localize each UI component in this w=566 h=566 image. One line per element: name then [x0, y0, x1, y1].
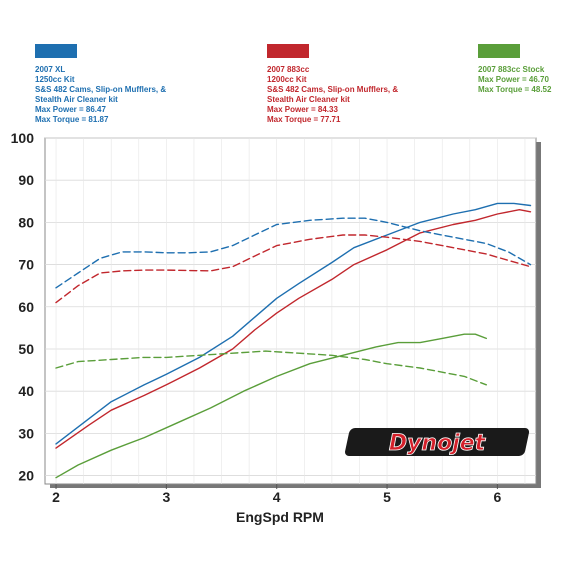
legend-text-blue: 2007 XL 1250cc Kit S&S 482 Cams, Slip-on… — [35, 65, 166, 125]
series-line-2 — [55, 217, 532, 289]
y-tick-label: 40 — [18, 383, 34, 399]
grid — [45, 137, 536, 484]
series-line-4 — [55, 333, 487, 479]
legend-swatch-red — [267, 44, 309, 58]
x-tick-label: 6 — [493, 489, 501, 505]
legend-line: Max Torque = 81.87 — [35, 115, 109, 124]
legend-entry-green: 2007 883cc Stock Max Power = 46.70 Max T… — [478, 44, 551, 95]
legend-line: Max Torque = 48.52 — [478, 85, 552, 94]
x-tick-label: 5 — [383, 489, 391, 505]
legend-line: Stealth Air Cleaner kit — [35, 95, 118, 104]
y-tick-label: 30 — [18, 425, 34, 441]
x-tick-label: 4 — [273, 489, 281, 505]
legend-line: 2007 883cc Stock — [478, 65, 545, 74]
y-tick-label: 50 — [18, 341, 34, 357]
x-tick-label: 2 — [52, 489, 60, 505]
dynojet-logo-text: Dynojet — [389, 431, 487, 456]
legend-line: 1250cc Kit — [35, 75, 75, 84]
legend-line: S&S 482 Cams, Slip-on Mufflers, & — [267, 85, 399, 94]
y-tick-label: 80 — [18, 214, 34, 230]
legend-line: S&S 482 Cams, Slip-on Mufflers, & — [35, 85, 167, 94]
legend-line: Max Power = 46.70 — [478, 75, 549, 84]
y-tick-label: 20 — [18, 468, 34, 484]
legend-text-green: 2007 883cc Stock Max Power = 46.70 Max T… — [478, 65, 551, 95]
legend-line: Max Power = 84.33 — [267, 105, 338, 114]
legend-text-red: 2007 883cc 1200cc Kit S&S 482 Cams, Slip… — [267, 65, 398, 125]
legend-swatch-blue — [35, 44, 77, 58]
legend-line: Max Power = 86.47 — [35, 105, 106, 114]
x-axis-label: EngSpd RPM — [236, 509, 324, 525]
series-line-5 — [55, 350, 487, 386]
y-axis: 20 30 40 50 60 70 80 90 100 — [11, 130, 35, 484]
legend-entry-red: 2007 883cc 1200cc Kit S&S 482 Cams, Slip… — [267, 44, 398, 125]
legend-line: 1200cc Kit — [267, 75, 307, 84]
series-line-0 — [55, 202, 532, 445]
series-line-1 — [55, 209, 532, 449]
y-tick-label: 100 — [11, 130, 35, 146]
legend-entry-blue: 2007 XL 1250cc Kit S&S 482 Cams, Slip-on… — [35, 44, 166, 125]
x-tick-label: 3 — [162, 489, 170, 505]
legend-line: 2007 883cc — [267, 65, 310, 74]
series-line-3 — [55, 234, 532, 304]
y-tick-label: 90 — [18, 172, 34, 188]
dynojet-logo: Dynojet — [345, 428, 530, 456]
legend-line: 2007 XL — [35, 65, 66, 74]
series-group — [55, 202, 532, 479]
y-tick-label: 70 — [18, 257, 34, 273]
x-axis: 2 3 4 5 6 — [52, 484, 501, 505]
plot-area — [44, 137, 537, 485]
legend-line: Max Torque = 77.71 — [267, 115, 341, 124]
y-tick-label: 60 — [18, 299, 34, 315]
legend-line: Stealth Air Cleaner kit — [267, 95, 350, 104]
legend-swatch-green — [478, 44, 520, 58]
